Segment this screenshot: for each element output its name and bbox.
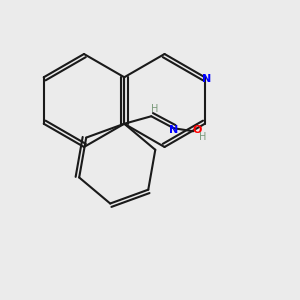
- Text: O: O: [192, 125, 202, 135]
- Text: H: H: [151, 104, 158, 114]
- Text: N: N: [202, 74, 211, 84]
- Text: N: N: [169, 125, 178, 135]
- Text: H: H: [199, 132, 207, 142]
